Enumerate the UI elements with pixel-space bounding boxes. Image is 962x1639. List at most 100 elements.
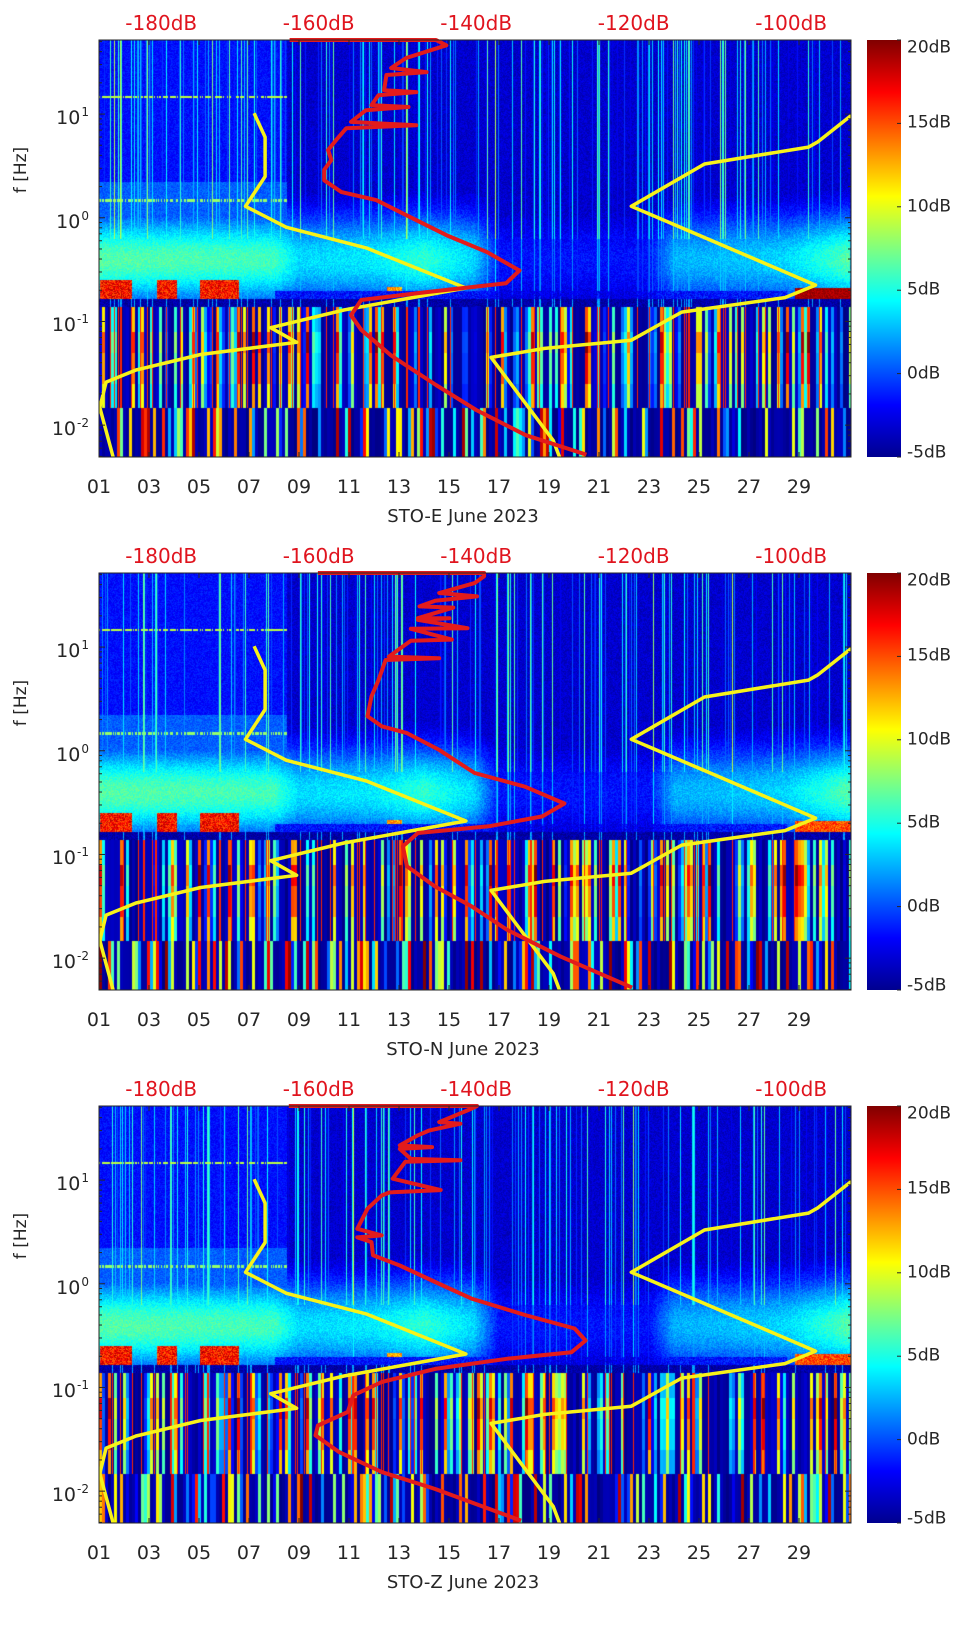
x-tick-label: 07 bbox=[236, 1009, 262, 1031]
x-tick-label: 09 bbox=[286, 476, 312, 498]
x-tick-label: 29 bbox=[786, 476, 812, 498]
top-axis-db-label: -180dB bbox=[125, 544, 198, 568]
y-tick-exponent: -1 bbox=[77, 845, 89, 860]
top-axis-db-label: -160dB bbox=[282, 1077, 355, 1101]
colorbar-tick-label: 5dB bbox=[907, 279, 941, 300]
x-tick-label: 03 bbox=[136, 1542, 162, 1564]
x-tick-label: 05 bbox=[186, 1009, 212, 1031]
colorbar-tick-label: -5dB bbox=[907, 975, 947, 996]
spectrogram-plot-area bbox=[98, 1104, 852, 1524]
spectrogram-panel-z: -180dB -160dB -140dB -120dB -100dB 01 03 05 07 09… bbox=[0, 1079, 962, 1639]
y-tick-label: 10-2 bbox=[52, 417, 89, 439]
x-tick-label: 29 bbox=[786, 1009, 812, 1031]
x-tick-label: 03 bbox=[136, 1009, 162, 1031]
colorbar-ticks bbox=[897, 572, 901, 991]
colorbar bbox=[867, 1106, 901, 1523]
y-tick-label: 100 bbox=[56, 1276, 89, 1298]
spectrogram-plot-area bbox=[98, 571, 852, 991]
y-tick-exponent: -2 bbox=[77, 416, 89, 431]
x-tick-label: 13 bbox=[386, 1009, 412, 1031]
colorbar-tick-label: 0dB bbox=[907, 896, 941, 917]
y-tick-label: 100 bbox=[56, 210, 89, 232]
y-tick-exponent: 0 bbox=[81, 208, 89, 223]
spectrogram-panel-e: -180dB -160dB -140dB -120dB -100dB 01 03 05 07 09… bbox=[0, 13, 962, 573]
top-axis-db-label: -100dB bbox=[755, 544, 828, 568]
y-axis-label: f [Hz] bbox=[11, 146, 32, 194]
top-axis-db-label: -120dB bbox=[597, 1077, 670, 1101]
x-tick-label: 27 bbox=[736, 1542, 762, 1564]
y-tick-label: 101 bbox=[56, 106, 89, 128]
y-tick-exponent: 0 bbox=[81, 741, 89, 756]
top-axis-db-label: -180dB bbox=[125, 11, 198, 35]
x-tick-label: 05 bbox=[186, 476, 212, 498]
x-tick-label: 25 bbox=[686, 1009, 712, 1031]
top-axis-db-label: -160dB bbox=[282, 544, 355, 568]
plot-overlay bbox=[98, 1104, 852, 1524]
y-axis-label: f [Hz] bbox=[11, 679, 32, 727]
colorbar-tick-label: -5dB bbox=[907, 442, 947, 463]
y-tick-base: 10 bbox=[56, 1173, 81, 1196]
top-axis-db-label: -100dB bbox=[755, 11, 828, 35]
colorbar bbox=[867, 40, 901, 457]
x-tick-label: 11 bbox=[336, 1009, 362, 1031]
top-axis-db-label: -160dB bbox=[282, 11, 355, 35]
colorbar-tick-label: 0dB bbox=[907, 363, 941, 384]
y-tick-exponent: 1 bbox=[81, 1171, 89, 1186]
y-tick-exponent: 1 bbox=[81, 105, 89, 120]
colorbar-tick-label: 0dB bbox=[907, 1429, 941, 1450]
x-tick-label: 25 bbox=[686, 1542, 712, 1564]
curves-group bbox=[99, 38, 851, 457]
x-tick-label: 17 bbox=[486, 1009, 512, 1031]
psd-line bbox=[317, 571, 633, 990]
x-tick-label: 05 bbox=[186, 1542, 212, 1564]
colorbar-ticks bbox=[897, 39, 901, 458]
y-tick-exponent: -1 bbox=[77, 1378, 89, 1393]
x-tick-label: 19 bbox=[536, 1009, 562, 1031]
colorbar bbox=[867, 573, 901, 990]
x-tick-label: 15 bbox=[436, 476, 462, 498]
y-tick-label: 10-2 bbox=[52, 950, 89, 972]
high-noise-model-line bbox=[489, 646, 851, 990]
psd-line bbox=[288, 1104, 588, 1523]
curves-group bbox=[99, 1104, 851, 1523]
y-tick-exponent: -1 bbox=[77, 312, 89, 327]
x-tick-label: 13 bbox=[386, 476, 412, 498]
x-tick-label: 09 bbox=[286, 1542, 312, 1564]
colorbar-tick-label: 20dB bbox=[907, 37, 952, 58]
low-noise-model-line bbox=[99, 645, 468, 990]
x-tick-label: 21 bbox=[586, 1009, 612, 1031]
x-tick-label: 13 bbox=[386, 1542, 412, 1564]
y-tick-exponent: -2 bbox=[77, 1482, 89, 1497]
y-tick-label: 10-2 bbox=[52, 1483, 89, 1505]
y-tick-base: 10 bbox=[56, 1276, 81, 1299]
y-tick-base: 10 bbox=[51, 847, 77, 870]
colorbar-tick-label: 5dB bbox=[907, 1345, 941, 1366]
top-axis-db-label: -140dB bbox=[440, 1077, 513, 1101]
x-tick-label: 21 bbox=[586, 476, 612, 498]
top-axis-db-label: -100dB bbox=[755, 1077, 828, 1101]
x-tick-label: 11 bbox=[336, 1542, 362, 1564]
x-tick-label: 09 bbox=[286, 1009, 312, 1031]
y-tick-base: 10 bbox=[51, 951, 77, 974]
x-tick-label: 17 bbox=[486, 1542, 512, 1564]
x-tick-label: 07 bbox=[236, 476, 262, 498]
y-tick-label: 100 bbox=[56, 743, 89, 765]
y-tick-base: 10 bbox=[51, 418, 77, 441]
plot-overlay bbox=[98, 571, 852, 991]
y-tick-base: 10 bbox=[56, 743, 81, 766]
x-tick-label: 29 bbox=[786, 1542, 812, 1564]
y-tick-label: 101 bbox=[56, 1172, 89, 1194]
y-tick-base: 10 bbox=[51, 1380, 77, 1403]
colorbar-ticks bbox=[897, 1105, 901, 1524]
y-tick-label: 10-1 bbox=[52, 1379, 89, 1401]
spectrogram-plot-area bbox=[98, 38, 852, 458]
colorbar-tick-label: 10dB bbox=[907, 729, 952, 750]
colorbar-tick-label: 5dB bbox=[907, 812, 941, 833]
x-tick-label: 23 bbox=[636, 1009, 662, 1031]
y-tick-base: 10 bbox=[51, 1484, 77, 1507]
top-axis-db-label: -180dB bbox=[125, 1077, 198, 1101]
x-tick-label: 17 bbox=[486, 476, 512, 498]
y-tick-base: 10 bbox=[51, 314, 77, 337]
x-tick-label: 15 bbox=[436, 1009, 462, 1031]
spectrogram-panel-n: -180dB -160dB -140dB -120dB -100dB 01 03 05 07 09… bbox=[0, 546, 962, 1106]
